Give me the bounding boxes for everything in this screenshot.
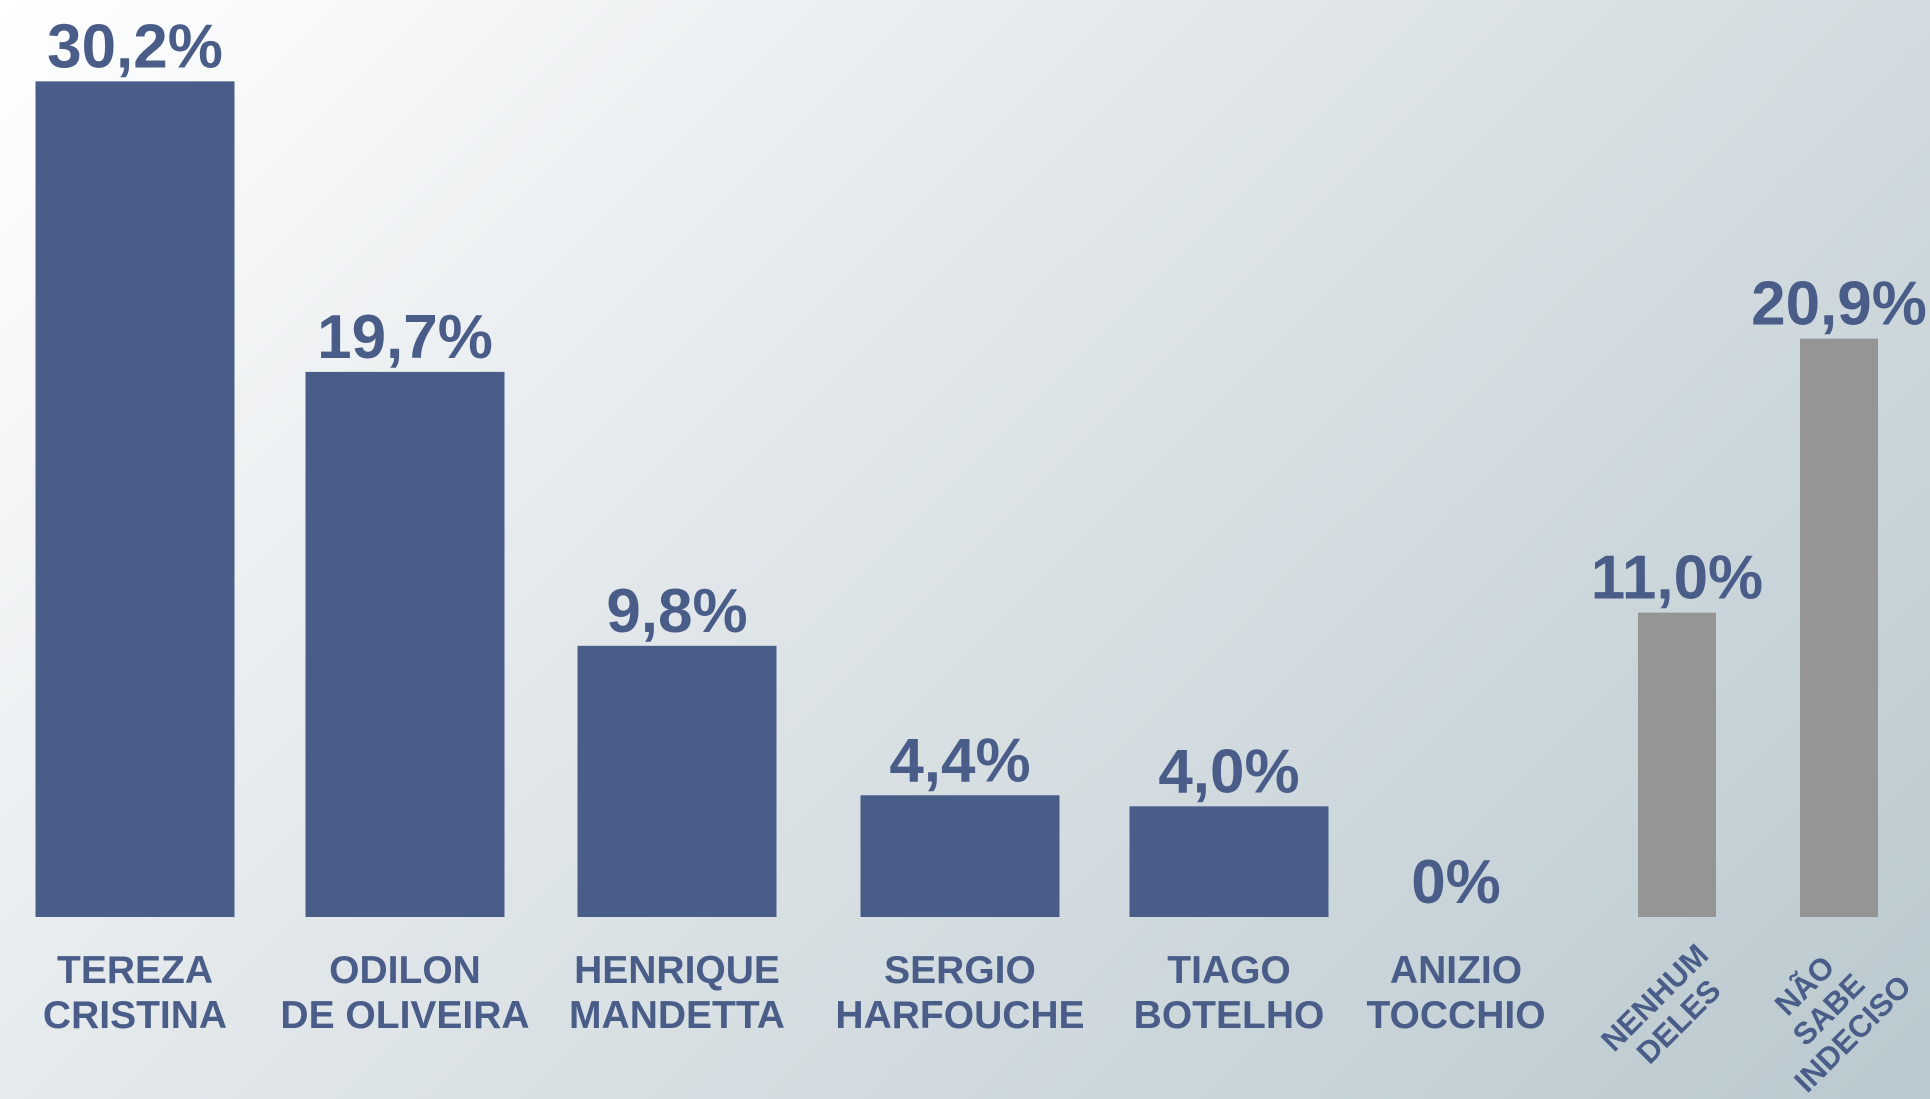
category-label: HENRIQUE MANDETTA [569,949,785,1037]
value-label: 20,9% [1751,270,1927,339]
category-label: TIAGO BOTELHO [1133,949,1325,1037]
category-label: ANIZIO TOCCHIO [1366,949,1546,1037]
value-label: 19,7% [317,303,493,372]
bar [860,795,1060,917]
value-label: 4,0% [1158,737,1299,806]
value-label: 9,8% [606,577,747,646]
category-label: TEREZA CRISTINA [42,949,228,1037]
bar [1800,338,1878,917]
bar [35,81,235,918]
bar [1638,612,1716,917]
value-label: 11,0% [1591,544,1763,613]
value-label: 30,2% [47,12,223,81]
category-label: SERGIO HARFOUCHE [835,949,1085,1037]
category-label: ODILON DE OLIVEIRA [280,949,530,1037]
bar [1129,806,1329,917]
bar [305,371,505,917]
bar [577,645,777,917]
value-label: 0% [1411,848,1501,917]
value-label: 4,4% [889,726,1030,795]
